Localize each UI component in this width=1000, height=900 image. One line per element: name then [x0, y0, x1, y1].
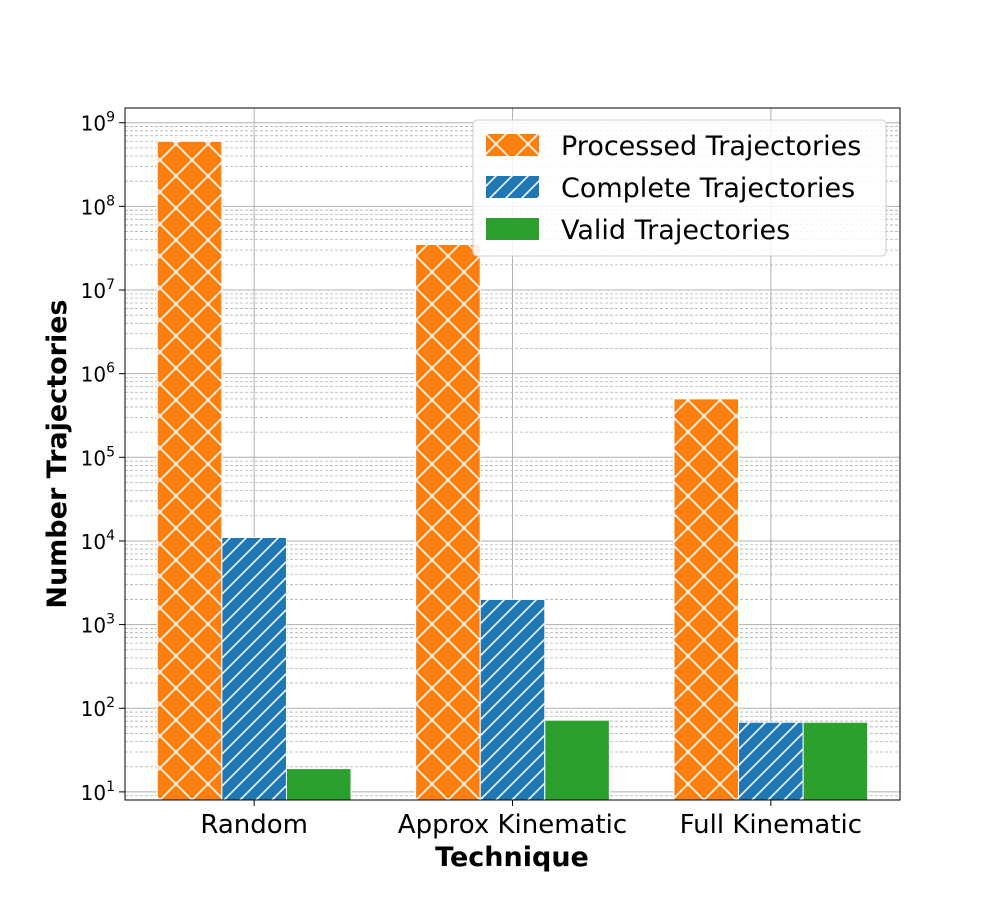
y-axis-title: Number Trajectories: [42, 299, 73, 608]
y-tick-label: 101: [81, 779, 115, 805]
y-tick-label: 108: [81, 193, 115, 219]
bar-processed-trajectories: [415, 244, 481, 800]
x-tick-label: Full Kinematic: [680, 810, 862, 840]
y-tick-label: 105: [81, 444, 115, 470]
bar-processed-trajectories: [156, 140, 223, 800]
bars: [156, 140, 869, 800]
bar-valid-trajectories: [544, 719, 610, 800]
bar-complete-trajectories: [738, 721, 804, 800]
x-tick-label: Random: [200, 810, 308, 840]
legend-label: Complete Trajectories: [561, 173, 855, 204]
y-tick-label: 107: [81, 277, 115, 303]
x-axis-ticks: Random Approx Kinematic Full Kinematic: [200, 800, 862, 840]
bar-complete-trajectories: [479, 598, 546, 800]
legend-frame: [472, 119, 887, 257]
legend-swatch: [486, 218, 539, 240]
y-tick-label: 106: [81, 361, 115, 387]
legend-label: Valid Trajectories: [561, 215, 790, 246]
legend-label: Processed Trajectories: [561, 131, 861, 162]
legend: Processed Trajectories Complete Trajector…: [472, 119, 887, 257]
y-axis-ticks: 101 102 103 104 105 106 107 108 109: [81, 110, 125, 805]
legend-item: Complete Trajectories: [486, 173, 855, 204]
bar-valid-trajectories: [802, 721, 869, 800]
y-tick-label: 103: [81, 612, 115, 638]
bar-valid-trajectories: [285, 768, 352, 800]
y-tick-label: 109: [81, 110, 115, 136]
bar-complete-trajectories: [221, 536, 287, 800]
legend-item: Valid Trajectories: [486, 215, 790, 246]
y-tick-label: 104: [81, 528, 115, 554]
x-tick-label: Approx Kinematic: [398, 810, 627, 840]
y-tick-label: 102: [81, 695, 115, 721]
legend-item: Processed Trajectories: [486, 131, 861, 162]
x-axis-title: Technique: [435, 842, 589, 873]
bar-processed-trajectories: [673, 398, 740, 800]
